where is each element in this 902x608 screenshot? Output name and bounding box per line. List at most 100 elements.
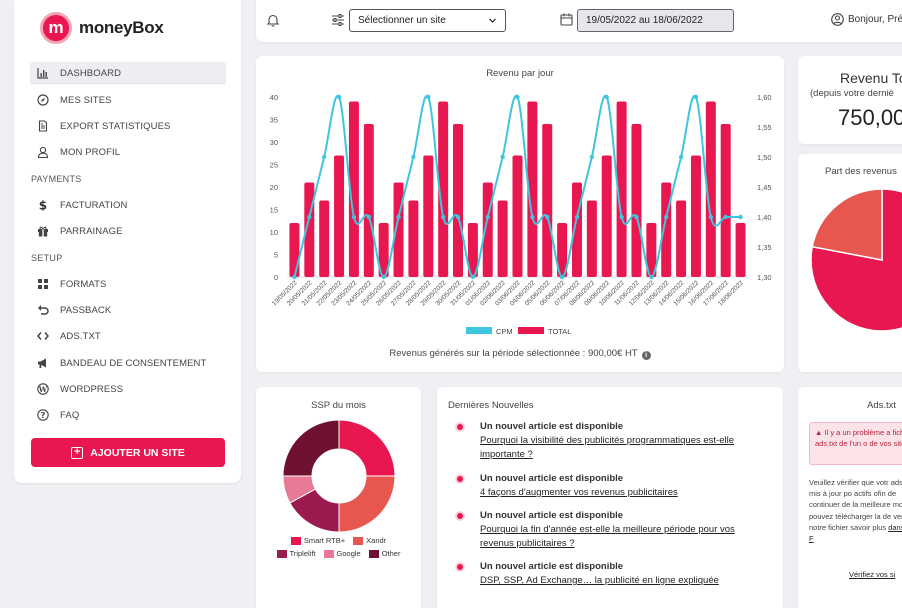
news-item-link[interactable]: Pourquoi la fin d'année est-elle la meil…: [480, 524, 735, 549]
bar[interactable]: [378, 223, 389, 277]
bar[interactable]: [601, 155, 612, 278]
donut-slice[interactable]: [338, 419, 396, 477]
cpm-point[interactable]: [649, 274, 654, 280]
pie-slice[interactable]: [811, 188, 883, 261]
bar[interactable]: [512, 155, 523, 278]
add-site-button[interactable]: + Ajouter un site: [31, 438, 225, 467]
cpm-point[interactable]: [292, 274, 297, 280]
site-select[interactable]: Sélectionner un site: [349, 9, 506, 32]
cpm-point[interactable]: [604, 94, 609, 100]
cpm-point[interactable]: [321, 154, 327, 160]
cpm-point[interactable]: [500, 154, 505, 160]
bar[interactable]: [348, 101, 359, 278]
cpm-point[interactable]: [664, 214, 669, 220]
cpm-point[interactable]: [530, 214, 535, 220]
cpm-point[interactable]: [426, 94, 431, 100]
total-revenue-subtitle: (depuis votre derniè: [810, 88, 894, 99]
faq-link[interactable]: dans notre F: [809, 522, 902, 544]
undo-icon: [32, 304, 54, 316]
bar[interactable]: [527, 101, 538, 278]
cpm-point[interactable]: [678, 154, 684, 160]
bar[interactable]: [289, 223, 300, 277]
cpm-point[interactable]: [545, 214, 550, 220]
bar[interactable]: [423, 155, 434, 278]
bar[interactable]: [363, 124, 374, 277]
cpm-point[interactable]: [485, 214, 490, 220]
sidebar-item-profil[interactable]: Mon profil: [30, 141, 226, 163]
cpm-point[interactable]: [470, 274, 476, 280]
donut-slice[interactable]: [338, 475, 396, 533]
bar[interactable]: [542, 124, 553, 277]
filter-sliders-icon[interactable]: [331, 13, 345, 32]
user-greeting[interactable]: Bonjour, Pré: [848, 14, 902, 25]
bar[interactable]: [319, 200, 330, 278]
news-item-link[interactable]: DSP, SSP, Ad Exchange… la publicité en l…: [480, 575, 719, 586]
donut-slice[interactable]: [282, 419, 340, 477]
news-item-link[interactable]: 4 façons d'augmenter vos revenus publici…: [480, 487, 678, 498]
user-circle-icon[interactable]: [831, 13, 844, 31]
bar[interactable]: [586, 200, 597, 278]
bar[interactable]: [467, 223, 478, 277]
cpm-point[interactable]: [559, 274, 565, 280]
bar[interactable]: [705, 101, 716, 278]
cpm-point[interactable]: [515, 94, 520, 100]
sidebar-item-ads-txt[interactable]: Ads.txt: [30, 325, 226, 347]
legend-item[interactable]: Triplelift: [276, 549, 316, 558]
sidebar-item-facturation[interactable]: $ Facturation: [30, 194, 226, 216]
bar[interactable]: [438, 101, 449, 278]
sidebar-item-export[interactable]: Export statistiques: [30, 115, 226, 137]
bar[interactable]: [453, 124, 464, 277]
cpm-point[interactable]: [634, 214, 639, 220]
bar[interactable]: [334, 155, 345, 278]
bar[interactable]: [557, 223, 568, 277]
bar[interactable]: [720, 124, 731, 277]
info-icon[interactable]: i: [641, 351, 651, 360]
cpm-point[interactable]: [440, 214, 446, 220]
cpm-point[interactable]: [738, 214, 743, 220]
plus-icon: +: [71, 446, 84, 459]
cpm-point[interactable]: [455, 214, 461, 220]
legend-item[interactable]: Other: [368, 549, 400, 558]
cpm-point[interactable]: [693, 94, 699, 100]
revenue-footnote-text: Revenus générés sur la période sélection…: [389, 348, 638, 359]
bar[interactable]: [408, 200, 419, 278]
legend-item[interactable]: Xandr: [353, 536, 386, 545]
date-range-input[interactable]: 19/05/2022 au 18/06/2022: [577, 9, 734, 32]
cpm-point[interactable]: [589, 154, 595, 160]
calendar-icon[interactable]: [560, 13, 573, 31]
bar[interactable]: [646, 223, 657, 277]
bar[interactable]: [735, 223, 746, 277]
cpm-point[interactable]: [411, 154, 416, 160]
cpm-point[interactable]: [619, 214, 624, 220]
sidebar-item-parrainage[interactable]: Parrainage: [30, 220, 226, 242]
cpm-point[interactable]: [723, 214, 728, 220]
sidebar-item-mes-sites[interactable]: Mes sites: [30, 89, 226, 111]
sidebar-item-consentement[interactable]: Bandeau de consentement: [30, 352, 226, 374]
bar[interactable]: [631, 124, 642, 277]
legend-item[interactable]: Smart RTB+: [290, 536, 345, 545]
cpm-point[interactable]: [381, 274, 386, 280]
cpm-point[interactable]: [396, 214, 401, 220]
pie-slice[interactable]: [810, 188, 902, 332]
news-item-link[interactable]: Pourquoi la visibilité des publicités pr…: [480, 435, 734, 460]
cpm-point[interactable]: [307, 214, 312, 220]
bar[interactable]: [676, 200, 687, 278]
cpm-point[interactable]: [366, 214, 371, 220]
cpm-point[interactable]: [574, 214, 580, 220]
sidebar-item-formats[interactable]: Formats: [30, 273, 226, 295]
sidebar-item-wordpress[interactable]: W Wordpress: [30, 378, 226, 400]
sidebar-item-passback[interactable]: Passback: [30, 299, 226, 321]
bar[interactable]: [616, 101, 627, 278]
sidebar-item-faq[interactable]: ? FAQ: [30, 404, 226, 426]
cpm-point[interactable]: [351, 214, 357, 220]
bell-icon[interactable]: [266, 13, 280, 32]
bar[interactable]: [690, 155, 701, 278]
sidebar-item-dashboard[interactable]: Dashboard: [30, 62, 226, 84]
bar[interactable]: [497, 200, 508, 278]
verify-sites-link[interactable]: Vérifiez vos si: [849, 570, 896, 579]
logo[interactable]: m moneyBox: [40, 12, 164, 44]
ads-txt-card: Ads.txt ▲ Il y a un problème a fichier a…: [798, 387, 902, 608]
cpm-point[interactable]: [708, 214, 714, 220]
legend-item[interactable]: Google: [323, 549, 361, 558]
cpm-point[interactable]: [336, 94, 342, 100]
